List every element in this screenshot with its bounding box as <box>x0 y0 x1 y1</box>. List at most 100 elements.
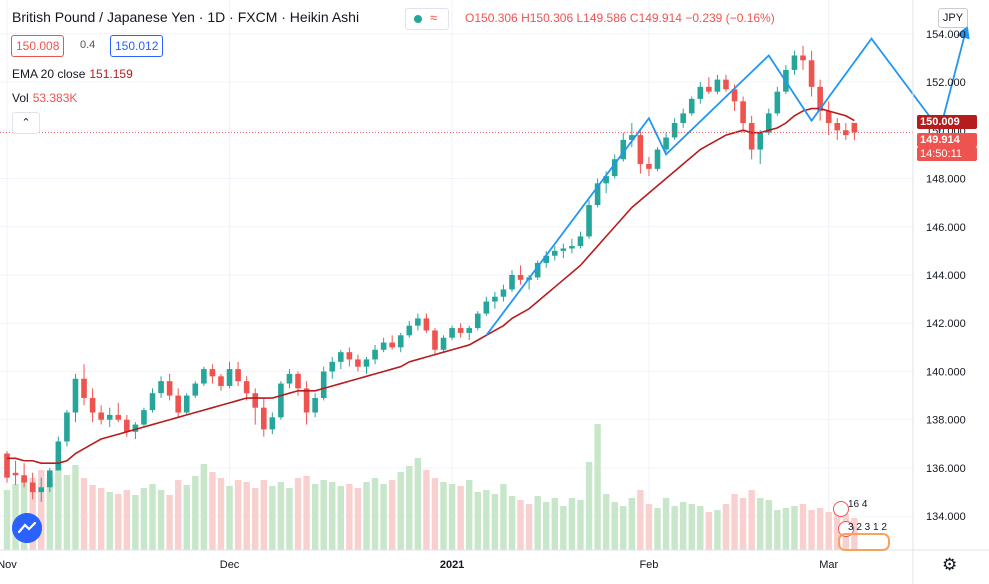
volume-bar <box>543 502 550 550</box>
candle-body <box>346 352 353 360</box>
volume-bar <box>457 486 464 550</box>
earnings-event-icon[interactable] <box>838 533 890 551</box>
candle-body <box>235 369 241 382</box>
volume-bars <box>3 424 858 550</box>
y-tick-label: 136.000 <box>926 463 966 475</box>
ohlc-values: O150.306 H150.306 L149.586 C149.914 −0.2… <box>465 11 775 25</box>
volume-bar <box>517 500 524 550</box>
chart-grid <box>0 0 913 550</box>
volume-bar <box>508 496 516 550</box>
volume-bar <box>714 510 721 550</box>
candle-body <box>363 359 370 367</box>
candle-body <box>209 369 216 377</box>
market-status[interactable]: ≈ <box>405 8 449 30</box>
uk-flag-event-icon[interactable] <box>833 501 849 517</box>
candle-body <box>714 79 721 92</box>
symbol-title[interactable]: British Pound / Japanese Yen · 1D · FXCM… <box>12 9 360 25</box>
volume-label: Vol <box>12 91 29 105</box>
volume-bar <box>799 504 807 550</box>
volume-bar <box>140 488 148 550</box>
candle-body <box>825 110 832 124</box>
volume-bar <box>483 490 490 550</box>
volume-bar <box>217 478 225 550</box>
y-tick-label: 152.000 <box>926 77 966 89</box>
candle-body <box>158 381 164 394</box>
candle-body <box>723 79 729 90</box>
candle-body <box>29 482 36 493</box>
candle-body <box>560 248 567 251</box>
volume-bar <box>303 476 310 550</box>
volume-legend[interactable]: Vol 53.383K <box>12 91 77 105</box>
candle-body <box>329 361 336 372</box>
candle-body <box>654 149 661 169</box>
volume-bar <box>628 498 636 550</box>
ema-value: 151.159 <box>89 67 133 81</box>
volume-bar <box>431 478 439 550</box>
candle-body <box>55 441 62 471</box>
candle-body <box>201 369 207 384</box>
volume-bar <box>662 498 670 550</box>
buy-button[interactable]: 150.012 <box>110 35 164 57</box>
candle-body <box>629 135 635 140</box>
ema-label: EMA 20 close <box>12 67 86 81</box>
candle-body <box>132 424 139 432</box>
candle-body <box>81 378 87 399</box>
volume-bar <box>423 470 430 550</box>
volume-bar <box>380 484 387 550</box>
volume-bar <box>46 478 53 550</box>
candle-body <box>492 296 498 302</box>
volume-bar <box>38 470 45 550</box>
candle-body <box>817 86 823 111</box>
candle-body <box>466 328 473 333</box>
candle-body <box>355 359 361 367</box>
x-tick-label: 2021 <box>440 559 464 571</box>
candle-body <box>534 262 541 278</box>
y-tick-label: 134.000 <box>926 511 966 523</box>
candle-body <box>252 393 259 408</box>
candle-body <box>312 398 318 413</box>
ema-line <box>7 107 855 464</box>
volume-bar <box>346 484 353 550</box>
ema-legend[interactable]: EMA 20 close 151.159 <box>12 67 133 81</box>
wave-icon: ≈ <box>430 10 438 25</box>
candle-body <box>791 55 798 70</box>
volume-bar <box>252 488 259 550</box>
volume-bar <box>337 486 345 550</box>
volume-bar <box>705 512 713 550</box>
volume-bar <box>414 458 422 550</box>
event-count-1: 16 4 <box>848 499 868 510</box>
sell-button[interactable]: 150.008 <box>11 35 65 57</box>
tradingview-logo-icon[interactable] <box>12 513 42 543</box>
candle-body <box>577 236 584 247</box>
settings-gear-icon[interactable]: ⚙ <box>942 555 958 574</box>
candle-body <box>320 371 327 399</box>
volume-bar <box>157 490 165 550</box>
volume-bar <box>174 480 182 550</box>
currency-button[interactable]: JPY <box>938 8 968 28</box>
volume-bar <box>371 478 379 550</box>
candle-body <box>474 313 481 329</box>
price-axis: 134.000 136.000 138.000 140.000 142.000 144.0… <box>912 0 966 584</box>
ohlc-close: C149.914 <box>629 11 682 25</box>
pattern-drawing <box>485 31 967 336</box>
collapse-legend-button[interactable]: ⌃ <box>12 112 40 134</box>
volume-bar <box>816 508 824 550</box>
volume-bar <box>688 504 695 550</box>
candle-body <box>21 475 27 483</box>
candle-body <box>89 398 96 413</box>
volume-bar <box>209 472 216 550</box>
y-tick-label: 154.000 <box>926 29 966 41</box>
volume-bar <box>834 510 841 550</box>
candle-body <box>175 395 181 413</box>
volume-bar <box>534 496 541 550</box>
volume-bar <box>474 492 481 550</box>
volume-bar <box>679 502 687 550</box>
candle-body <box>740 101 746 124</box>
candle-body <box>800 55 806 61</box>
volume-bar <box>602 494 610 550</box>
volume-bar <box>765 500 772 550</box>
candle-body <box>483 301 490 314</box>
volume-bar <box>620 506 627 550</box>
volume-bar <box>123 490 131 550</box>
